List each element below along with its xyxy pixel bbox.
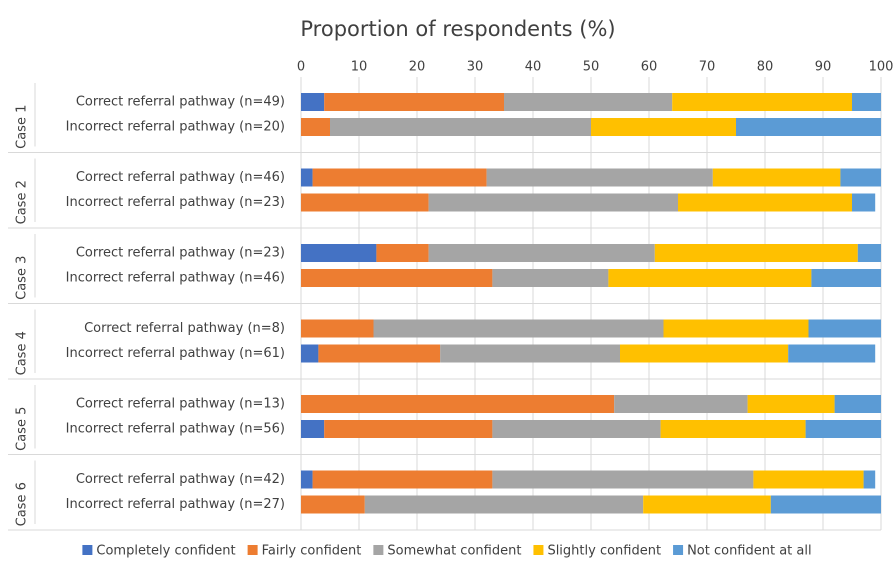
chart-title: Proportion of respondents (%) bbox=[300, 17, 615, 41]
x-tick-label: 50 bbox=[583, 60, 600, 75]
y-tick-label: Incorrect referral pathway (n=56) bbox=[66, 422, 285, 437]
bar-segment bbox=[312, 470, 493, 489]
y-tick-label: Incorrect referral pathway (n=61) bbox=[66, 346, 285, 361]
bar-segment bbox=[373, 319, 664, 338]
bar-segment bbox=[840, 168, 881, 187]
bar-segment bbox=[324, 93, 504, 111]
bar-segment bbox=[364, 495, 644, 514]
bar-segment bbox=[440, 344, 620, 363]
bar-segment bbox=[492, 470, 754, 489]
x-tick-label: 20 bbox=[409, 60, 426, 75]
legend-swatch bbox=[533, 545, 544, 555]
bar-segment bbox=[591, 118, 736, 136]
bar-segment bbox=[770, 495, 881, 514]
bar-segment bbox=[747, 395, 835, 413]
bar-segment bbox=[852, 193, 876, 212]
bar-segment bbox=[301, 168, 313, 187]
legend-label: Completely confident bbox=[96, 544, 235, 559]
y-tick-label: Correct referral pathway (n=42) bbox=[76, 472, 285, 487]
bar-segment bbox=[301, 395, 615, 413]
legend-swatch bbox=[373, 545, 384, 555]
legend-label: Somewhat confident bbox=[387, 544, 521, 559]
bar-segment bbox=[663, 319, 809, 338]
bar-segment bbox=[811, 269, 881, 287]
bar-segment bbox=[788, 344, 876, 363]
bar-segment bbox=[428, 244, 655, 262]
group-label: Case 5 bbox=[15, 407, 30, 451]
legend-label: Slightly confident bbox=[547, 544, 661, 559]
bar-segment bbox=[672, 93, 852, 111]
bar-segment bbox=[492, 420, 661, 438]
x-tick-label: 0 bbox=[297, 60, 305, 75]
x-tick-label: 100 bbox=[869, 60, 894, 75]
bar-segment bbox=[330, 118, 591, 136]
y-tick-label: Incorrect referral pathway (n=20) bbox=[66, 120, 285, 135]
bar-segment bbox=[301, 319, 374, 338]
y-tick-label: Correct referral pathway (n=23) bbox=[76, 246, 285, 261]
bar-segment bbox=[428, 193, 678, 212]
bar-segment bbox=[301, 470, 313, 489]
bar-segment bbox=[643, 495, 771, 514]
bar-segment bbox=[857, 244, 881, 262]
x-tick-label: 60 bbox=[641, 60, 658, 75]
bar-segment bbox=[301, 420, 325, 438]
bar-segment bbox=[492, 269, 609, 287]
bar-segment bbox=[834, 395, 881, 413]
bar-segment bbox=[486, 168, 713, 187]
bar-segment bbox=[301, 118, 330, 136]
bar-segment bbox=[654, 244, 858, 262]
y-tick-label: Correct referral pathway (n=46) bbox=[76, 170, 285, 185]
bar-segment bbox=[301, 269, 493, 287]
bar-segment bbox=[753, 470, 864, 489]
bar-segment bbox=[301, 93, 325, 111]
bar-segment bbox=[301, 244, 377, 262]
bar-segment bbox=[852, 93, 881, 111]
bar-segment bbox=[736, 118, 881, 136]
group-label: Case 6 bbox=[15, 482, 30, 526]
y-tick-label: Incorrect referral pathway (n=46) bbox=[66, 271, 285, 286]
y-tick-label: Correct referral pathway (n=49) bbox=[76, 95, 285, 110]
x-tick-label: 30 bbox=[467, 60, 484, 75]
x-tick-label: 90 bbox=[815, 60, 832, 75]
bar-segment bbox=[614, 395, 748, 413]
x-tick-label: 70 bbox=[699, 60, 716, 75]
bar-segment bbox=[678, 193, 852, 212]
y-tick-label: Correct referral pathway (n=13) bbox=[76, 397, 285, 412]
bar-segment bbox=[608, 269, 812, 287]
bar-segment bbox=[324, 420, 493, 438]
legend-swatch bbox=[82, 545, 93, 555]
bar-segment bbox=[805, 420, 881, 438]
bar-segment bbox=[504, 93, 673, 111]
x-tick-label: 10 bbox=[351, 60, 368, 75]
bar-segment bbox=[318, 344, 441, 363]
x-tick-label: 80 bbox=[757, 60, 774, 75]
legend-label: Fairly confident bbox=[262, 544, 362, 559]
x-tick-label: 40 bbox=[525, 60, 542, 75]
group-label: Case 3 bbox=[15, 256, 30, 300]
bar-segment bbox=[712, 168, 841, 187]
bar-segment bbox=[301, 193, 429, 212]
y-tick-label: Correct referral pathway (n=8) bbox=[84, 321, 285, 336]
bar-segment bbox=[620, 344, 789, 363]
legend-label: Not confident at all bbox=[687, 544, 812, 559]
y-tick-label: Incorrect referral pathway (n=27) bbox=[66, 497, 285, 512]
bar-segment bbox=[808, 319, 881, 338]
bar-segment bbox=[312, 168, 487, 187]
bar-segment bbox=[863, 470, 876, 489]
legend-swatch bbox=[247, 545, 258, 555]
bar-segment bbox=[301, 495, 365, 514]
bar-segment bbox=[660, 420, 806, 438]
legend-swatch bbox=[673, 545, 684, 555]
y-tick-label: Incorrect referral pathway (n=23) bbox=[66, 195, 285, 210]
bar-segment bbox=[376, 244, 429, 262]
group-label: Case 2 bbox=[15, 180, 30, 224]
group-label: Case 4 bbox=[15, 331, 30, 375]
bar-segment bbox=[301, 344, 319, 363]
group-label: Case 1 bbox=[15, 105, 30, 149]
